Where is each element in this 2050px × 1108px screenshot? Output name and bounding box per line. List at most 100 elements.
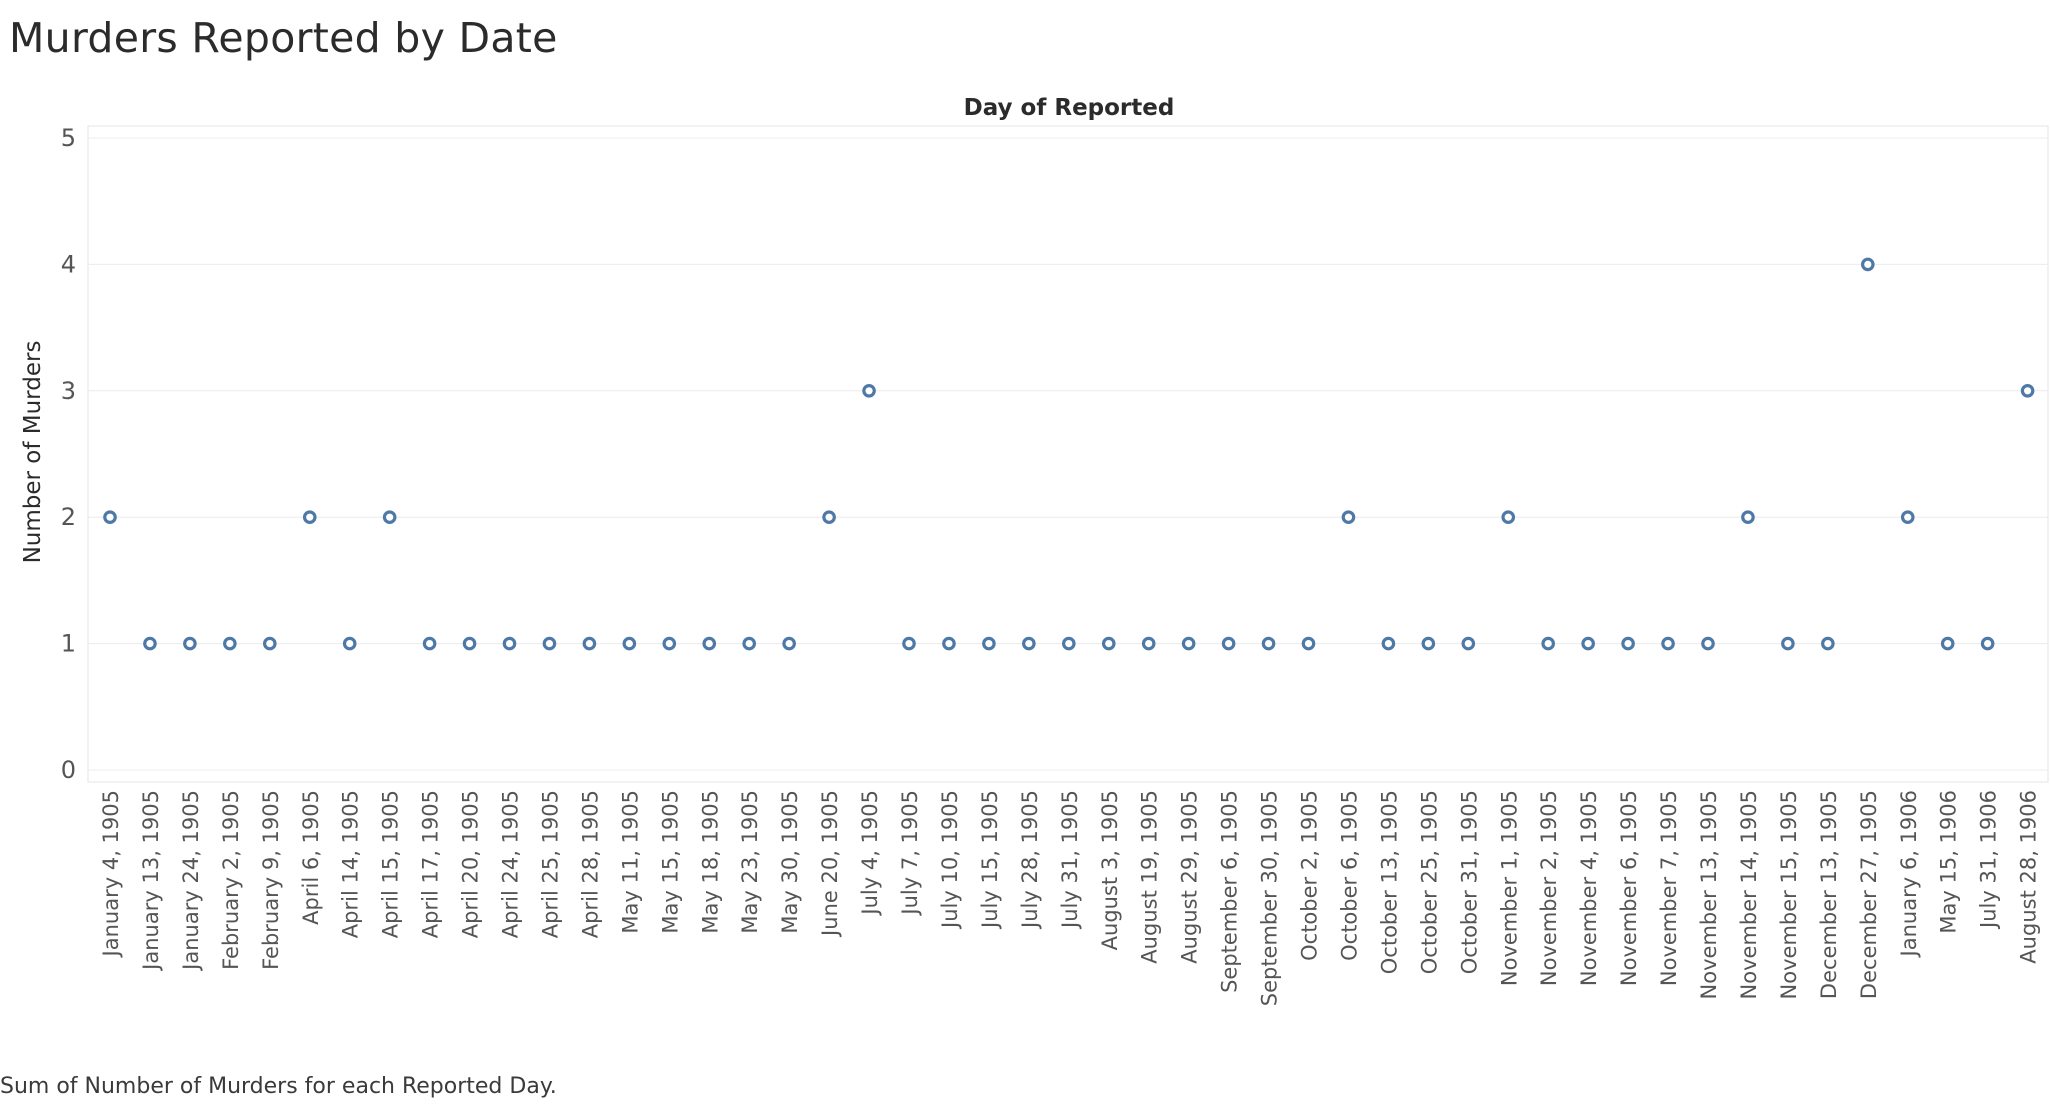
x-tick-label: April 17, 1905	[419, 790, 443, 938]
column-header: Day of Reported	[964, 95, 1175, 121]
x-tick-label: July 15, 1905	[978, 790, 1002, 930]
data-point	[1743, 512, 1753, 522]
data-point	[225, 638, 235, 648]
data-point	[1144, 638, 1154, 648]
x-tick-label: April 25, 1905	[538, 790, 562, 938]
data-point	[1383, 638, 1393, 648]
x-tick-label: November 1, 1905	[1497, 790, 1521, 986]
x-tick-label: November 2, 1905	[1537, 790, 1561, 986]
data-point	[1303, 638, 1313, 648]
data-point	[1343, 512, 1353, 522]
x-tick-label: February 9, 1905	[259, 790, 283, 970]
x-tick-label: October 31, 1905	[1457, 790, 1481, 974]
data-point	[624, 638, 634, 648]
data-point	[744, 638, 754, 648]
data-point	[1463, 638, 1473, 648]
data-point	[784, 638, 794, 648]
x-tick-label: October 25, 1905	[1417, 790, 1441, 974]
plot-frame	[88, 126, 2048, 782]
x-tick-label: July 10, 1905	[938, 790, 962, 930]
data-point	[1263, 638, 1273, 648]
data-point	[305, 512, 315, 522]
x-tick-label: April 28, 1905	[578, 790, 602, 938]
x-tick-label: May 15, 1906	[1937, 790, 1961, 934]
x-tick-label: April 24, 1905	[499, 790, 523, 938]
data-point	[504, 638, 514, 648]
y-tick-label: 1	[61, 630, 76, 658]
data-point	[1982, 638, 1992, 648]
data-point	[2022, 386, 2032, 396]
x-tick-label: January 4, 1905	[99, 790, 123, 958]
x-tick-label: December 27, 1905	[1857, 790, 1881, 999]
x-tick-label: November 15, 1905	[1777, 790, 1801, 999]
data-point	[1024, 638, 1034, 648]
x-tick-label: August 29, 1905	[1178, 790, 1202, 964]
y-axis-label: Number of Murders	[20, 341, 46, 564]
x-tick-label: April 15, 1905	[379, 790, 403, 938]
x-tick-label: May 30, 1905	[778, 790, 802, 934]
data-point	[1703, 638, 1713, 648]
data-point	[944, 638, 954, 648]
x-tick-label: April 6, 1905	[299, 790, 323, 925]
x-tick-label: January 13, 1905	[139, 790, 163, 972]
data-point	[584, 638, 594, 648]
data-point	[1823, 638, 1833, 648]
x-tick-label: November 14, 1905	[1737, 790, 1761, 999]
x-tick-label: December 13, 1905	[1817, 790, 1841, 999]
data-point	[864, 386, 874, 396]
y-tick-label: 3	[61, 377, 76, 405]
data-point	[1863, 259, 1873, 269]
data-point	[1943, 638, 1953, 648]
data-point	[464, 638, 474, 648]
x-tick-label: July 31, 1905	[1058, 790, 1082, 930]
data-point	[424, 638, 434, 648]
x-tick-label: July 28, 1905	[1018, 790, 1042, 930]
x-tick-label: January 6, 1906	[1897, 790, 1921, 958]
data-point	[1104, 638, 1114, 648]
x-tick-label: November 4, 1905	[1577, 790, 1601, 986]
data-point	[1543, 638, 1553, 648]
data-point	[664, 638, 674, 648]
data-point	[824, 512, 834, 522]
x-tick-label: October 13, 1905	[1377, 790, 1401, 974]
data-point	[984, 638, 994, 648]
x-tick-label: January 24, 1905	[179, 790, 203, 972]
data-point	[1423, 638, 1433, 648]
x-tick-label: November 7, 1905	[1657, 790, 1681, 986]
x-tick-label: July 31, 1906	[1977, 790, 2001, 930]
x-tick-label: February 2, 1905	[219, 790, 243, 970]
data-point	[265, 638, 275, 648]
x-tick-label: November 13, 1905	[1697, 790, 1721, 999]
data-point	[1663, 638, 1673, 648]
data-point	[105, 512, 115, 522]
data-point	[1064, 638, 1074, 648]
y-tick-label: 0	[61, 756, 76, 784]
x-tick-label: October 2, 1905	[1298, 790, 1322, 961]
data-point	[1903, 512, 1913, 522]
x-tick-label: May 23, 1905	[738, 790, 762, 934]
x-tick-label: August 19, 1905	[1138, 790, 1162, 964]
data-point	[1583, 638, 1593, 648]
x-tick-label: May 11, 1905	[618, 790, 642, 934]
x-tick-label: April 14, 1905	[339, 790, 363, 938]
data-point	[904, 638, 914, 648]
x-tick-label: October 6, 1905	[1337, 790, 1361, 961]
data-point	[1503, 512, 1513, 522]
x-tick-label: May 18, 1905	[698, 790, 722, 934]
y-tick-label: 2	[61, 503, 76, 531]
scatter-chart: 0 1 2 3 4 5 Day of Reported Number of Murders Ja…	[0, 0, 2050, 1060]
data-point	[384, 512, 394, 522]
data-point	[704, 638, 714, 648]
x-tick-label: August 3, 1905	[1098, 790, 1122, 950]
x-tick-label: May 15, 1905	[658, 790, 682, 934]
data-point	[1183, 638, 1193, 648]
x-tick-label: August 28, 1906	[2017, 790, 2041, 964]
chart-caption: Sum of Number of Murders for each Report…	[0, 1074, 557, 1099]
x-tick-label: September 6, 1905	[1218, 790, 1242, 993]
data-point	[544, 638, 554, 648]
x-tick-label: July 7, 1905	[898, 790, 922, 917]
data-point	[185, 638, 195, 648]
y-tick-label: 4	[61, 250, 76, 278]
x-tick-label: April 20, 1905	[459, 790, 483, 938]
x-tick-label: September 30, 1905	[1258, 790, 1282, 1006]
